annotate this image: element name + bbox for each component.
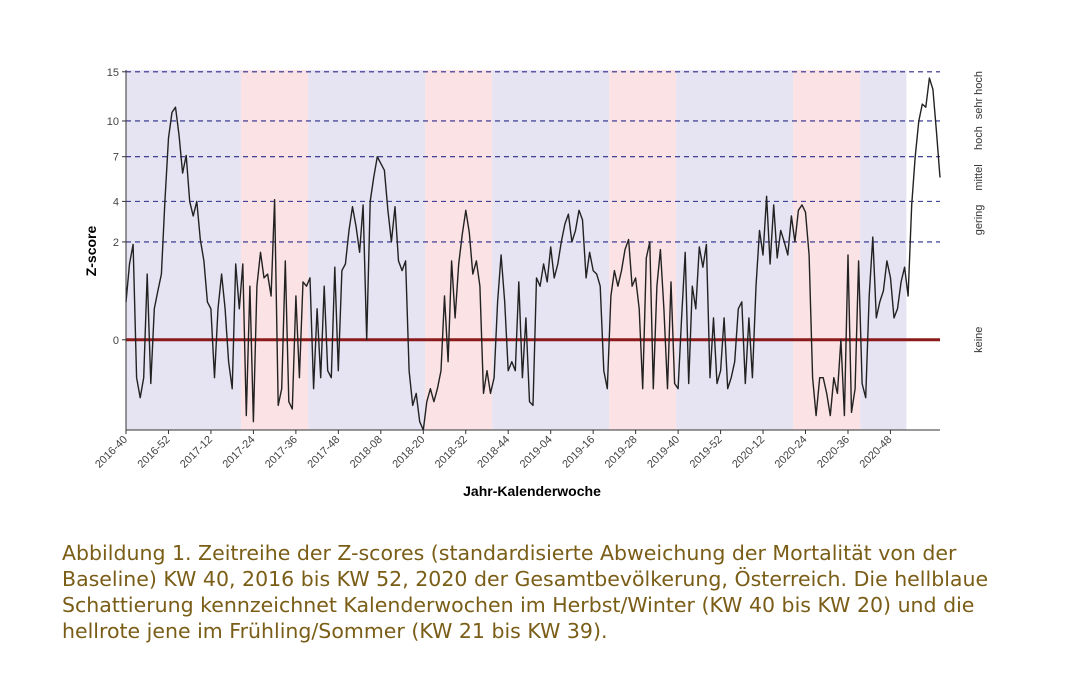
y-tick-labels: 0 2 4 7 10 15	[107, 67, 119, 347]
x-tick-label: 2019-28	[603, 434, 640, 471]
category-label: sehr hoch	[973, 71, 985, 119]
x-axis-label: Jahr-Kalenderwoche	[463, 483, 601, 499]
season-band-3	[308, 70, 426, 430]
x-tick-label: 2017-12	[178, 434, 215, 471]
figure-caption: Abbildung 1. Zeitreihe der Z-scores (sta…	[62, 541, 989, 643]
season-band-2	[241, 70, 309, 430]
axes	[122, 70, 940, 434]
x-tick-label: 2018-44	[475, 434, 512, 471]
x-tick-label: 2017-48	[305, 434, 342, 471]
season-band-9	[860, 70, 907, 430]
season-band-7	[676, 70, 794, 430]
x-tick-label: 2017-24	[220, 434, 257, 471]
x-tick-labels: 2016-40 2016-52 2017-12 2017-24 2017-36 2017-…	[93, 434, 894, 471]
z-score-series-line	[125, 77, 941, 431]
x-tick-label: 2017-36	[263, 434, 300, 471]
x-tick-label: 2018-08	[348, 434, 385, 471]
x-tick-label: 2019-40	[645, 434, 682, 471]
x-tick-label: 2019-52	[688, 434, 725, 471]
x-tick-label: 2016-52	[136, 434, 173, 471]
season-band-1	[126, 70, 242, 430]
season-band-4	[425, 70, 493, 430]
category-label: keine	[973, 327, 985, 353]
x-tick-label: 2020-24	[773, 434, 810, 471]
reference-lines	[126, 71, 940, 243]
y-tick-label: 10	[107, 116, 119, 128]
x-tick-label: 2016-40	[93, 434, 130, 471]
y-tick-label: 0	[113, 335, 119, 347]
x-tick-label: 2018-32	[433, 434, 470, 471]
season-band-8	[793, 70, 861, 430]
x-tick-label: 2020-36	[815, 434, 852, 471]
category-labels: keine gering mittel hoch sehr hoch	[973, 71, 985, 353]
y-tick-label: 7	[113, 152, 119, 164]
y-tick-label: 4	[113, 196, 119, 208]
x-tick-label: 2019-16	[560, 434, 597, 471]
x-tick-label: 2018-20	[390, 434, 427, 471]
category-label: hoch	[973, 126, 985, 150]
x-tick-label: 2019-04	[518, 434, 555, 471]
x-tick-label: 2020-48	[858, 434, 895, 471]
y-tick-label: 2	[113, 237, 119, 249]
category-label: gering	[973, 205, 985, 236]
y-tick-label: 15	[107, 67, 119, 79]
category-label: mittel	[973, 164, 985, 190]
x-tick-label: 2020-12	[730, 434, 767, 471]
season-bands	[126, 70, 907, 430]
y-axis-label: Z-score	[83, 226, 99, 277]
